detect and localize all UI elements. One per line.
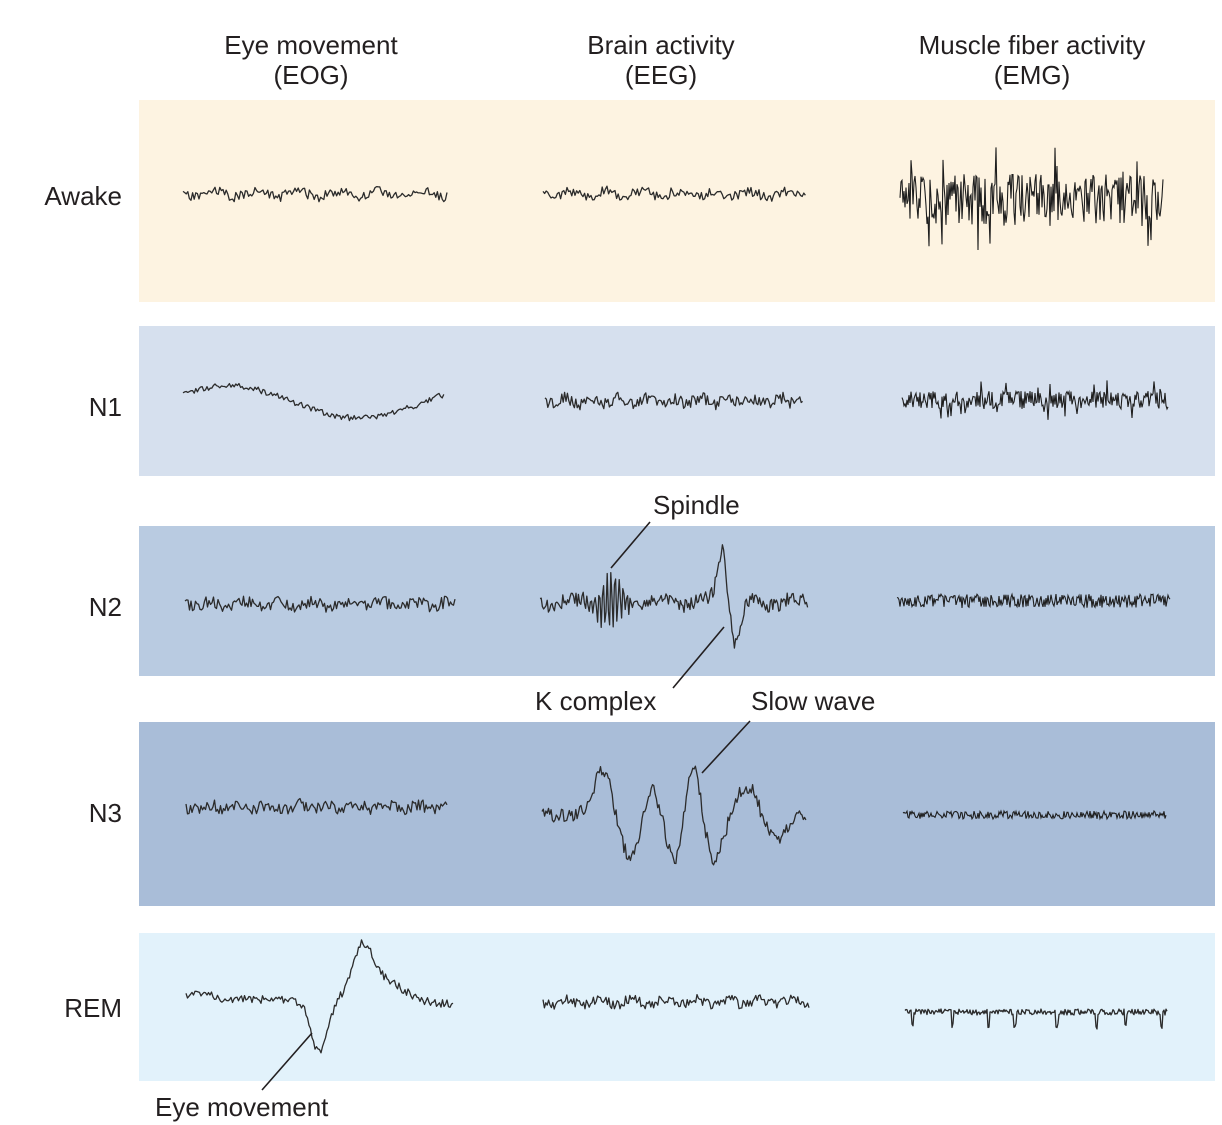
trace-awake-eog: [182, 185, 448, 203]
trace-n2-emg: [896, 592, 1171, 609]
row-label-n2: N2: [89, 592, 122, 622]
annotation-k-complex: K complex: [535, 686, 656, 716]
trace-n3-eog: [185, 797, 448, 816]
annotation-eye-movement: Eye movement: [155, 1092, 329, 1122]
row-label-n1: N1: [89, 392, 122, 422]
trace-n2-eog: [184, 595, 456, 613]
trace-n2-eeg: [539, 544, 809, 649]
trace-awake-eeg: [542, 185, 806, 202]
trace-rem-emg: [904, 1008, 1168, 1030]
band-n3: [139, 722, 1215, 906]
trace-rem-eog: [185, 939, 454, 1054]
trace-awake-emg: [899, 147, 1164, 251]
leader-k-complex: [672, 626, 725, 689]
band-rem: [139, 933, 1215, 1081]
column-title-eeg-line1: Brain activity: [587, 30, 734, 60]
column-title-emg-line1: Muscle fiber activity: [919, 30, 1146, 60]
row-label-awake: Awake: [44, 181, 122, 211]
trace-rem-eeg: [542, 993, 810, 1010]
trace-n1-eog: [182, 382, 445, 422]
annotation-slow-wave: Slow wave: [751, 686, 875, 716]
column-title-emg-line2: (EMG): [994, 60, 1071, 90]
trace-n3-emg: [902, 809, 1167, 821]
column-title-eog-line2: (EOG): [273, 60, 348, 90]
trace-n1-eeg: [544, 391, 804, 411]
row-label-rem: REM: [64, 993, 122, 1023]
row-label-n3: N3: [89, 798, 122, 828]
trace-n1-emg: [901, 380, 1169, 420]
leader-eye-movement: [261, 1032, 313, 1091]
leader-slow-wave: [701, 720, 751, 774]
leader-spindle: [610, 521, 651, 569]
column-title-eeg-line2: (EEG): [625, 60, 697, 90]
column-title-eog-line1: Eye movement: [224, 30, 398, 60]
trace-n3-eeg: [541, 765, 807, 866]
annotation-spindle: Spindle: [653, 490, 740, 520]
